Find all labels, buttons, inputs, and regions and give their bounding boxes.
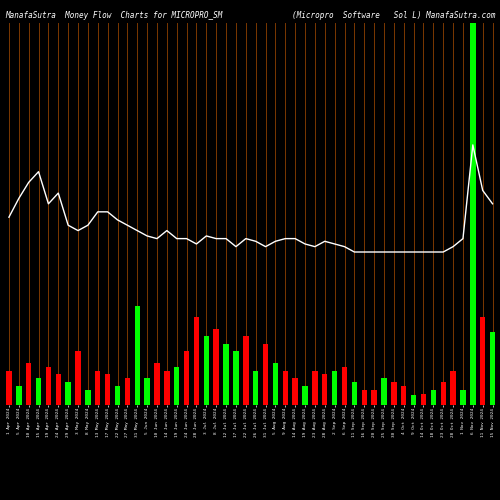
Bar — [411, 396, 416, 405]
Bar — [46, 366, 51, 405]
Bar — [154, 363, 160, 405]
Bar — [342, 366, 347, 405]
Bar — [124, 378, 130, 405]
Bar — [450, 370, 456, 405]
Bar — [144, 378, 150, 405]
Bar — [480, 317, 486, 405]
Bar — [263, 344, 268, 405]
Bar — [184, 352, 190, 405]
Bar — [243, 336, 248, 405]
Bar — [401, 386, 406, 405]
Bar — [76, 352, 80, 405]
Bar — [224, 344, 229, 405]
Bar — [362, 390, 367, 405]
Bar — [312, 370, 318, 405]
Bar — [6, 370, 12, 405]
Bar — [115, 386, 120, 405]
Bar — [421, 394, 426, 405]
Bar — [440, 382, 446, 405]
Bar — [85, 390, 90, 405]
Bar — [194, 317, 199, 405]
Bar — [382, 378, 386, 405]
Bar — [233, 352, 238, 405]
Bar — [372, 390, 377, 405]
Bar — [36, 378, 42, 405]
Bar — [302, 386, 308, 405]
Bar — [253, 370, 258, 405]
Bar — [16, 386, 22, 405]
Bar — [470, 22, 476, 405]
Text: (Micropro  Software   Sol L) ManafaSutra.com: (Micropro Software Sol L) ManafaSutra.co… — [292, 11, 495, 20]
Bar — [26, 363, 32, 405]
Bar — [214, 328, 219, 405]
Bar — [95, 370, 100, 405]
Bar — [332, 370, 338, 405]
Bar — [105, 374, 110, 405]
Text: ManafaSutra  Money Flow  Charts for MICROPRO_SM: ManafaSutra Money Flow Charts for MICROP… — [5, 11, 222, 20]
Bar — [391, 382, 396, 405]
Bar — [352, 382, 357, 405]
Bar — [134, 306, 140, 405]
Bar — [322, 374, 328, 405]
Bar — [204, 336, 209, 405]
Bar — [292, 378, 298, 405]
Bar — [164, 370, 170, 405]
Bar — [272, 363, 278, 405]
Bar — [490, 332, 496, 405]
Bar — [460, 390, 466, 405]
Bar — [66, 382, 71, 405]
Bar — [56, 374, 61, 405]
Bar — [282, 370, 288, 405]
Bar — [430, 390, 436, 405]
Bar — [174, 366, 180, 405]
